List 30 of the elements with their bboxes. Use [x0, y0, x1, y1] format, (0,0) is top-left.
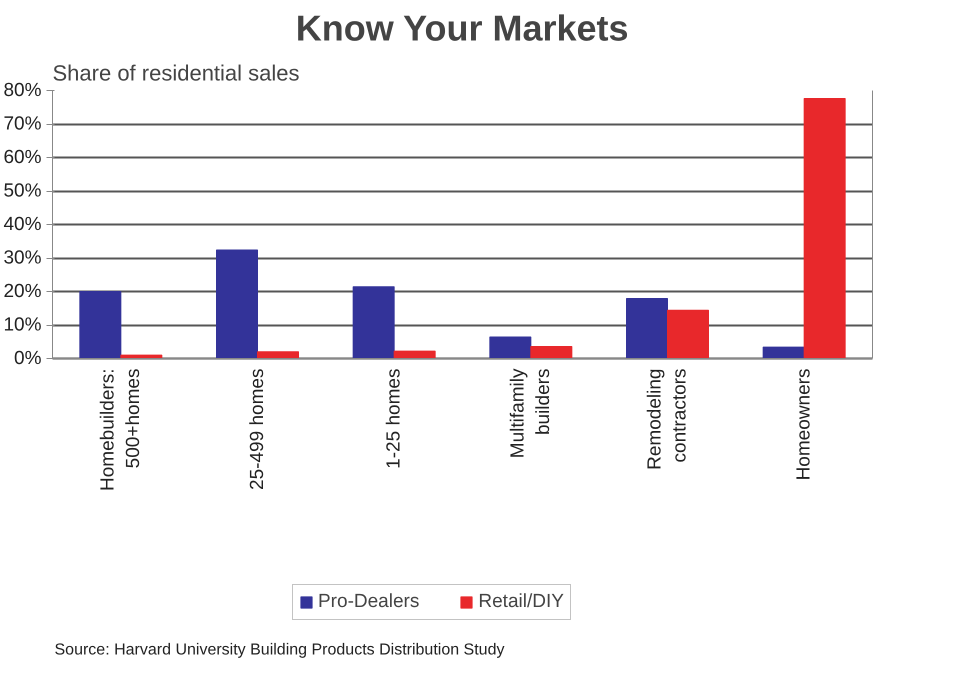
bar [489, 336, 532, 359]
x-tick-label: Remodeling contractors [644, 368, 691, 470]
y-tick-label: 60% [3, 147, 42, 168]
bar [394, 350, 436, 359]
y-axis-title: Share of residential sales [52, 60, 300, 86]
bar [626, 298, 668, 359]
bar [762, 346, 805, 359]
x-tick-label: 1-25 homes [384, 368, 405, 469]
legend-label: Retail/DIY [478, 591, 564, 613]
bar [79, 291, 122, 359]
y-tick-label: 40% [3, 214, 42, 235]
x-tick-label: Multifamily builders [508, 368, 554, 458]
x-tick-label: Homebuilders: 500+homes [98, 368, 144, 491]
y-tick-label: 10% [3, 314, 42, 336]
bar [216, 249, 258, 359]
y-tick-label: 70% [3, 114, 42, 134]
bar [804, 98, 846, 359]
x-tick-label: 25-499 homes [247, 368, 268, 490]
chart-title: Know Your Markets [296, 8, 629, 48]
source-note: Source: Harvard University Building Products Distribution Study [54, 642, 504, 658]
x-tick-label: Homeowners [794, 368, 815, 480]
y-tick-label: 80% [3, 80, 42, 101]
y-tick-label: 50% [3, 180, 42, 202]
y-tick-label: 30% [3, 248, 42, 268]
bar [667, 310, 709, 359]
legend-label: Pro-Dealers [318, 591, 420, 613]
y-tick-label: 0% [14, 348, 42, 369]
bar [530, 346, 572, 359]
bar [352, 286, 395, 359]
y-tick-label: 20% [3, 281, 42, 302]
